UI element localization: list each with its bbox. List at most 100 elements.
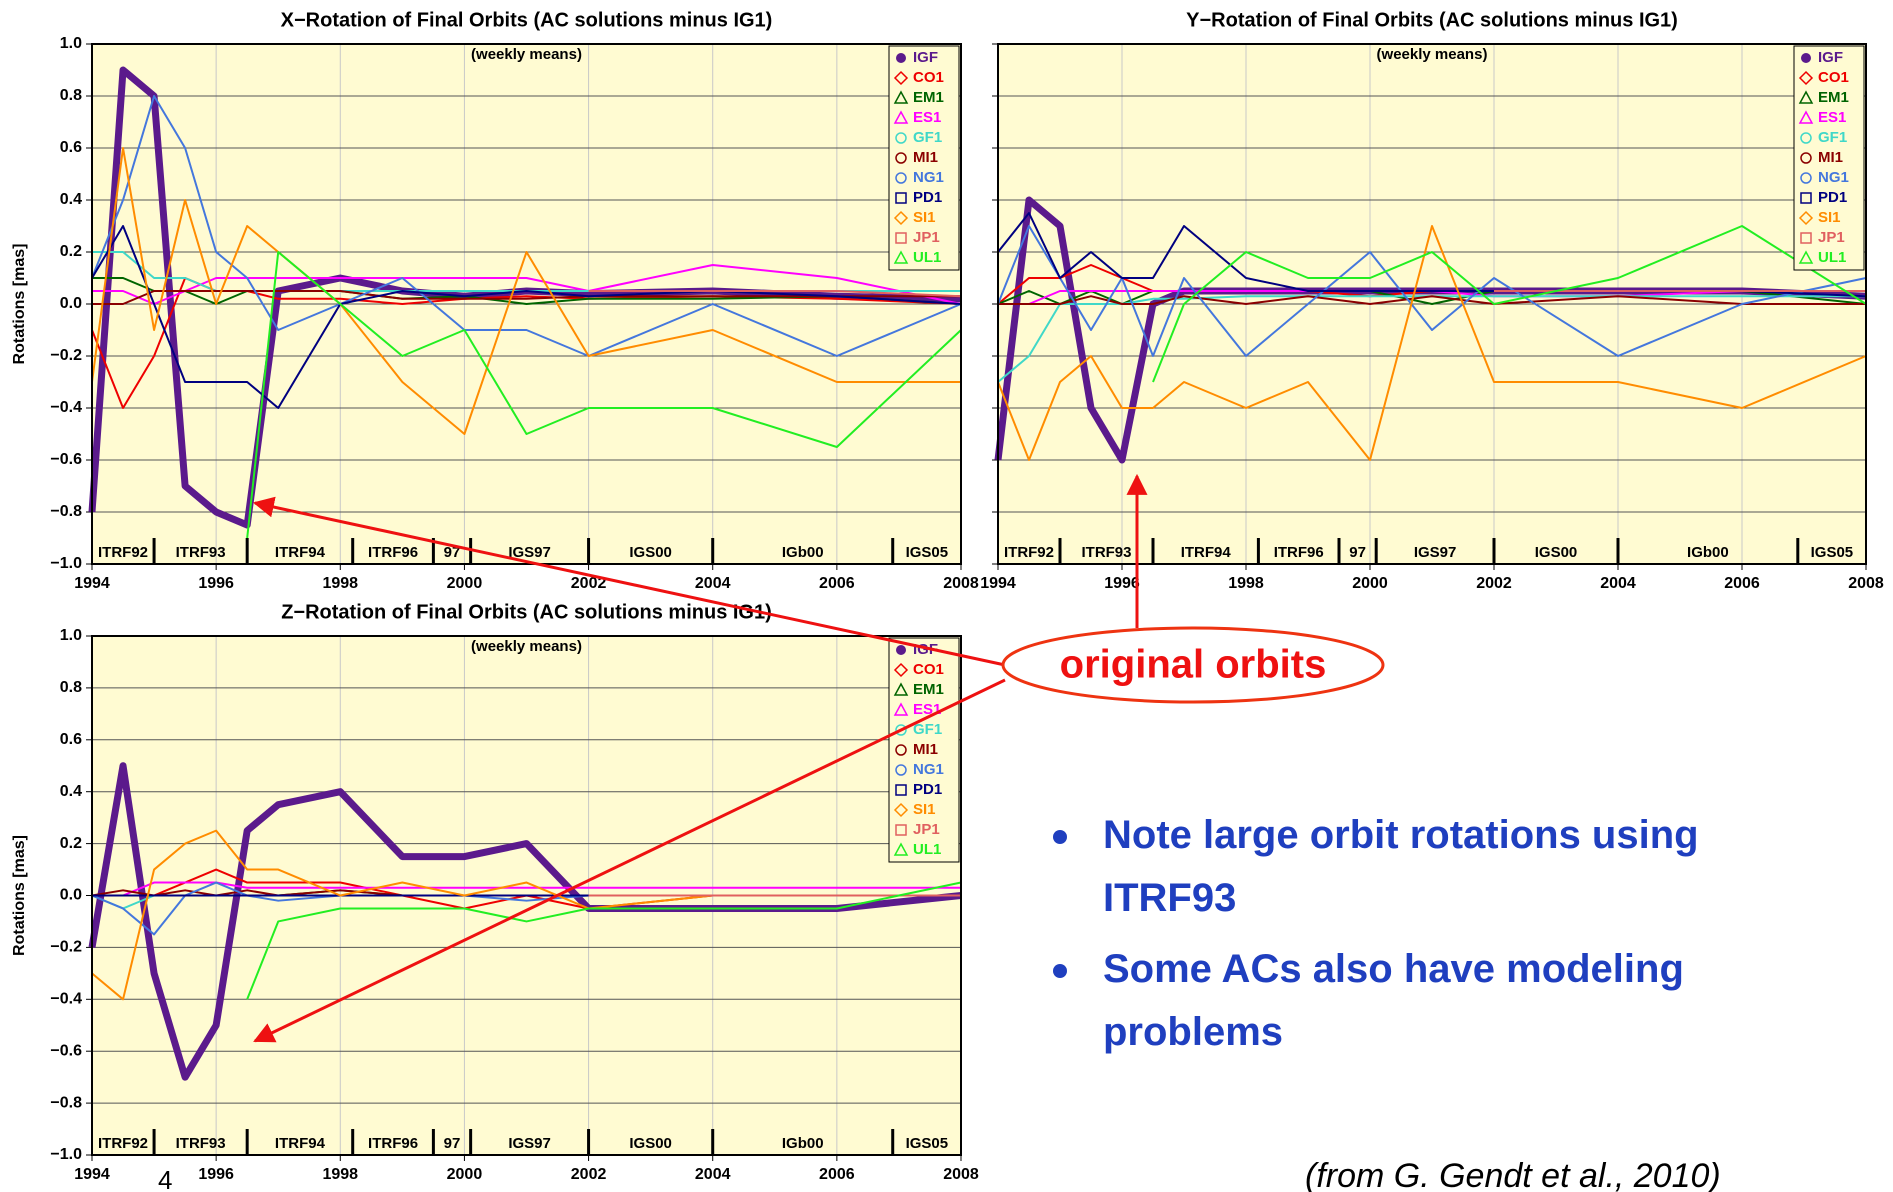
legend-marker — [1798, 250, 1814, 264]
frame-label: ITRF92 — [98, 1135, 148, 1152]
x-tick-label: 1998 — [1228, 575, 1264, 592]
legend-label: CO1 — [913, 69, 944, 86]
legend-label: PD1 — [1818, 189, 1847, 206]
arrow — [253, 678, 1006, 1043]
series-line — [92, 264, 962, 305]
legend-marker — [895, 152, 907, 164]
legend-label: JP1 — [913, 229, 940, 246]
x-tick-label: 2000 — [447, 1166, 483, 1183]
page-number: 4 — [158, 1165, 172, 1192]
x-tick-label: 2002 — [1476, 575, 1512, 592]
frame-label: IGb00 — [1687, 544, 1729, 561]
series-line — [997, 225, 1867, 461]
bullet-line: Note large orbit rotations using — [1103, 813, 1699, 857]
series-line — [246, 881, 962, 1000]
chart-panel: Y−Rotation of Final Orbits (AC solutions… — [980, 9, 1884, 592]
bullet-dot — [1053, 830, 1067, 844]
y-tick-label: −0.6 — [50, 451, 82, 468]
series-line — [1152, 225, 1867, 383]
legend-marker — [893, 250, 909, 264]
y-tick-label: 1.0 — [60, 627, 82, 644]
chart-title: Y−Rotation of Final Orbits (AC solutions… — [1186, 9, 1678, 31]
frame-label: IGS97 — [1414, 544, 1457, 561]
frame-label: ITRF96 — [368, 1135, 418, 1152]
y-tick-label: −1.0 — [50, 555, 82, 572]
x-tick-label: 2000 — [1352, 575, 1388, 592]
legend-label: NG1 — [913, 169, 944, 186]
legend-marker — [895, 132, 907, 144]
legend-marker — [893, 702, 909, 716]
frame-label: IGb00 — [782, 1135, 824, 1152]
x-tick-label: 2006 — [1724, 575, 1760, 592]
legend-label: SI1 — [913, 801, 936, 818]
legend-marker — [893, 662, 909, 678]
legend-label: UL1 — [913, 249, 941, 266]
legend-label: ES1 — [913, 109, 941, 126]
legend-marker — [895, 744, 907, 756]
bullet-line: Some ACs also have modeling — [1103, 947, 1684, 991]
y-tick-label: 0.6 — [60, 731, 82, 748]
callout-text: original orbits — [1060, 643, 1327, 687]
legend-label: MI1 — [913, 149, 938, 166]
x-tick-label: 1994 — [74, 575, 110, 592]
x-tick-label: 2004 — [1600, 575, 1636, 592]
x-tick-label: 1996 — [198, 1166, 234, 1183]
y-tick-label: −0.2 — [50, 347, 82, 364]
frame-label: ITRF93 — [176, 1135, 226, 1152]
x-tick-label: 2002 — [571, 575, 607, 592]
x-tick-label: 2002 — [571, 1166, 607, 1183]
y-tick-label: 0.2 — [60, 835, 82, 852]
legend-marker — [895, 724, 907, 736]
frame-label: IGS00 — [629, 544, 672, 561]
legend-marker — [895, 764, 907, 776]
source: (from G. Gendt et al., 2010) — [1305, 1157, 1721, 1192]
legend-marker — [1800, 192, 1812, 204]
y-tick-label: −0.4 — [50, 399, 82, 416]
legend-label: JP1 — [1818, 229, 1845, 246]
chart-panel: X−Rotation of Final Orbits (AC solutions… — [11, 9, 979, 592]
y-tick-label: 0.4 — [60, 191, 82, 208]
callout: original orbits — [252, 473, 1385, 1043]
series-line — [997, 295, 1866, 383]
legend-label: EM1 — [913, 89, 944, 106]
legend-label: CO1 — [913, 661, 944, 678]
legend-label: NG1 — [1818, 169, 1849, 186]
legend-marker — [1798, 90, 1814, 104]
y-tick-label: −0.4 — [50, 991, 82, 1008]
frame-label: ITRF93 — [1081, 544, 1131, 561]
frame-label: 97 — [1349, 544, 1366, 561]
legend-marker — [1801, 53, 1811, 63]
y-tick-label: −1.0 — [50, 1146, 82, 1163]
callout-ellipse — [1001, 626, 1385, 704]
legend-marker — [1798, 110, 1814, 124]
legend-marker — [893, 682, 909, 696]
y-tick-label: −0.2 — [50, 939, 82, 956]
legend-label: ES1 — [913, 701, 941, 718]
legend-label: JP1 — [913, 821, 940, 838]
legend-marker — [893, 70, 909, 86]
frame-label: ITRF94 — [275, 1135, 326, 1152]
legend-marker — [1798, 70, 1814, 86]
legend-marker — [896, 645, 906, 655]
x-tick-label: 2008 — [943, 575, 979, 592]
legend-marker — [895, 824, 907, 836]
frame-label: ITRF96 — [368, 544, 418, 561]
legend-label: MI1 — [913, 741, 938, 758]
frame-label: ITRF94 — [1181, 544, 1232, 561]
x-tick-label: 2006 — [819, 1166, 855, 1183]
y-tick-label: 0.2 — [60, 243, 82, 260]
frame-label: IGS05 — [906, 1135, 949, 1152]
subtitle: (weekly means) — [471, 638, 582, 655]
legend-marker — [1800, 152, 1812, 164]
y-tick-label: −0.6 — [50, 1042, 82, 1059]
legend-label: GF1 — [913, 721, 942, 738]
legend-label: NG1 — [913, 761, 944, 778]
y-axis-label: Rotations [mas] — [11, 835, 28, 956]
frame-label: IGb00 — [782, 544, 824, 561]
legend-marker — [895, 172, 907, 184]
legend-label: GF1 — [913, 129, 942, 146]
subtitle: (weekly means) — [471, 46, 582, 63]
bullets: Note large orbit rotations using ITRF93 S… — [1053, 813, 1699, 1054]
legend-marker — [1800, 132, 1812, 144]
